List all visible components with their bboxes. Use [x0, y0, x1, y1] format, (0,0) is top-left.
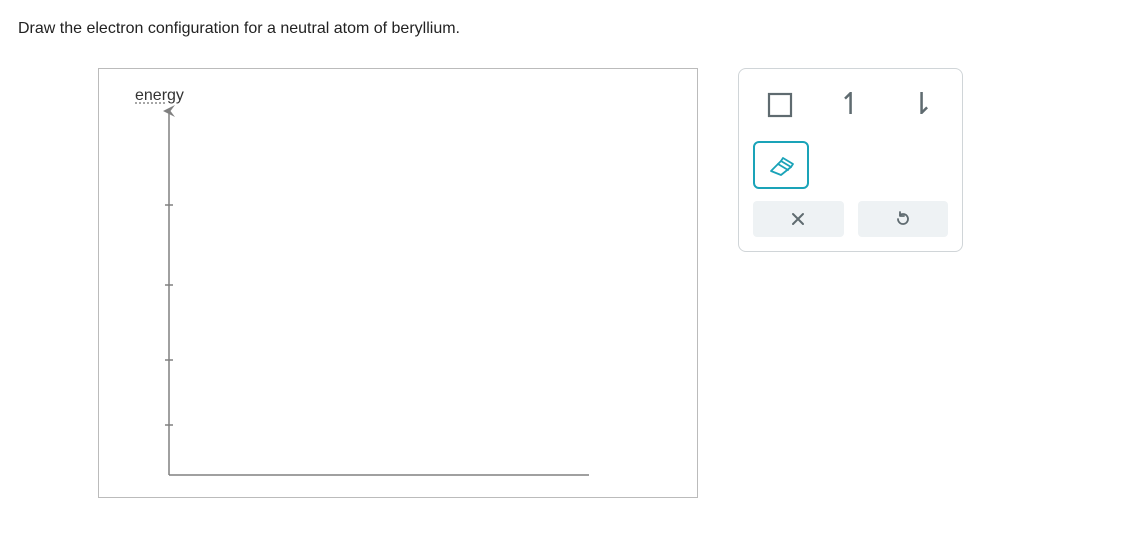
- close-icon: [790, 211, 806, 227]
- spin-up-tool[interactable]: ↿: [824, 81, 877, 129]
- palette-row-tools-1: ↿ ⇂: [753, 81, 948, 129]
- spin-down-tool[interactable]: ⇂: [895, 81, 948, 129]
- undo-icon: [894, 210, 912, 228]
- palette-actions: [753, 201, 948, 237]
- orbital-box-tool[interactable]: [753, 81, 806, 129]
- eraser-icon: [765, 153, 797, 177]
- spin-up-icon: ↿: [838, 90, 863, 120]
- reset-button[interactable]: [858, 201, 949, 237]
- question-prompt: Draw the electron configuration for a ne…: [18, 20, 1122, 38]
- drawing-canvas[interactable]: energy: [98, 68, 698, 498]
- energy-axis-label: energy: [135, 87, 184, 105]
- palette-row-tools-2: [753, 141, 948, 189]
- orbital-box-icon: [767, 92, 793, 118]
- clear-button[interactable]: [753, 201, 844, 237]
- eraser-tool[interactable]: [753, 141, 809, 189]
- tool-palette: ↿ ⇂: [738, 68, 963, 252]
- spin-down-icon: ⇂: [909, 90, 934, 120]
- energy-axis: [161, 105, 601, 485]
- work-area: energy ↿: [98, 68, 1122, 498]
